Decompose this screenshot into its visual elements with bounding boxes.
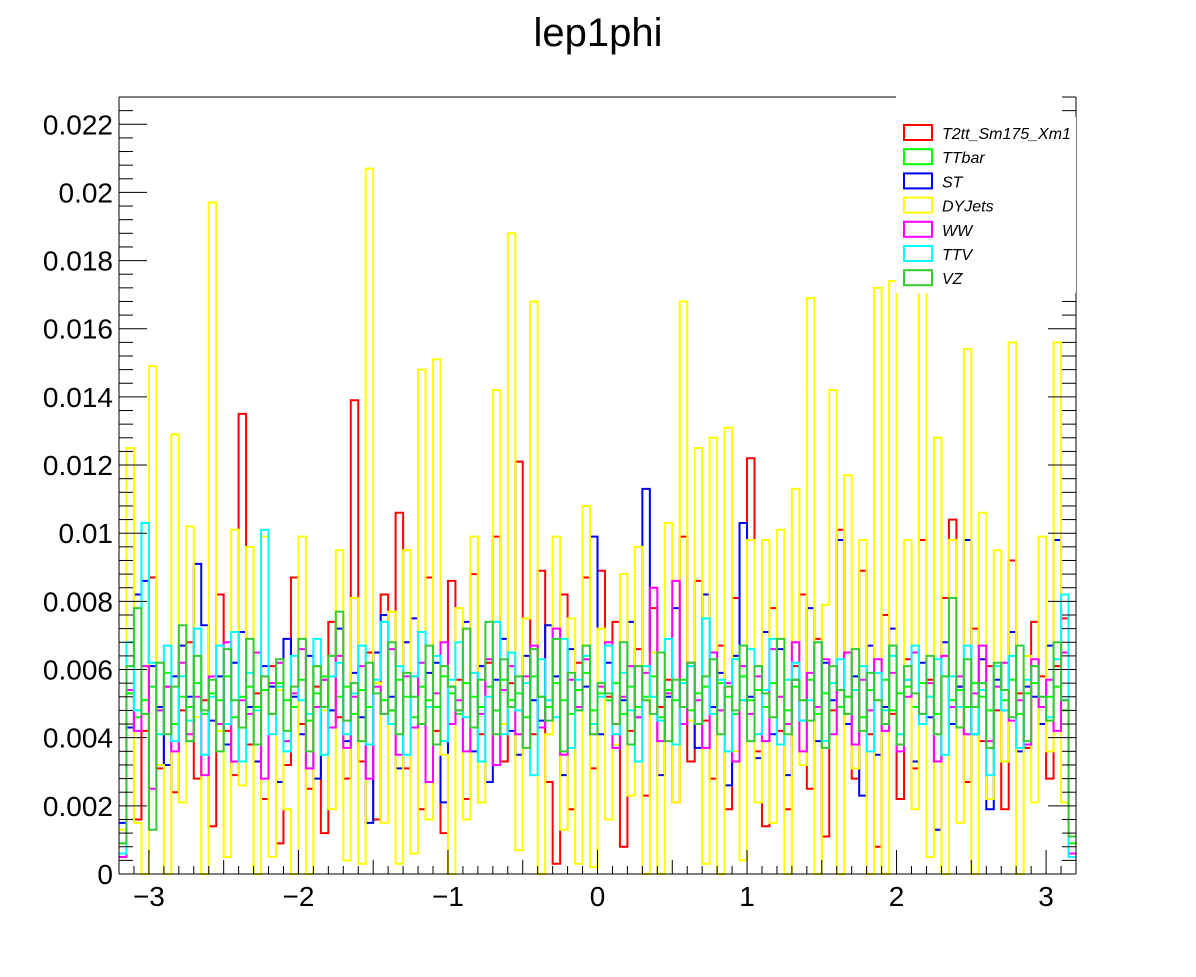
chart-title: lep1phi <box>533 11 662 55</box>
legend-label-ttbar: TTbar <box>942 150 985 167</box>
y-tick-label: 0.02 <box>59 177 114 208</box>
legend-label-vz: VZ <box>942 271 964 288</box>
series-layer <box>119 167 1076 875</box>
x-tick-label: −2 <box>282 881 314 912</box>
legend-swatch-ttv <box>903 245 933 262</box>
legend-swatch-vz <box>903 269 933 287</box>
y-axis: 0 0.002 0.004 0.006 0.008 0.01 0.012 0.014 0.016… <box>43 96 1076 890</box>
legend-swatch-t2tt-sm175-xm1 <box>903 124 933 141</box>
y-tick-label: 0.016 <box>43 314 113 345</box>
y-tick-label: 0 <box>97 859 113 890</box>
x-tick-label: 1 <box>739 881 755 912</box>
series-line-vz <box>119 596 1076 845</box>
y-tick-label: 0.008 <box>43 586 113 617</box>
legend-label-dyjets: DYJets <box>942 199 994 216</box>
legend-swatch-ww <box>903 220 933 238</box>
x-tick-label: −3 <box>133 881 165 912</box>
y-tick-label: 0.01 <box>59 518 114 549</box>
y-tick-label: 0.012 <box>43 450 113 481</box>
series-line-dyjets <box>119 167 1076 875</box>
legend-swatch-st <box>903 172 933 190</box>
legend-label-t2tt-sm175-xm1: T2tt_Sm175_Xm1 <box>942 126 1071 143</box>
x-tick-label: 0 <box>590 881 606 912</box>
x-tick-label: 2 <box>889 881 905 912</box>
x-axis: −3 −2 −1 0 1 2 3 <box>118 850 1077 912</box>
legend-label-st: ST <box>942 174 964 191</box>
x-tick-label: 3 <box>1038 881 1054 912</box>
y-tick-label: 0.006 <box>43 655 113 686</box>
legend-box <box>896 117 1076 293</box>
legend: T2tt_Sm175_Xm1 TTbar ST DYJets WW TTV VZ <box>896 117 1076 293</box>
legend-swatch-ttbar <box>903 148 933 166</box>
y-tick-label: 0.022 <box>43 109 113 140</box>
y-tick-label: 0.004 <box>43 723 113 754</box>
legend-swatch-dyjets <box>903 196 933 214</box>
y-tick-label: 0.014 <box>43 382 113 413</box>
x-tick-label: −1 <box>432 881 464 912</box>
legend-label-ttv: TTV <box>942 247 974 264</box>
legend-label-ww: WW <box>942 223 974 240</box>
y-tick-label: 0.002 <box>43 791 113 822</box>
y-tick-label: 0.018 <box>43 246 113 277</box>
